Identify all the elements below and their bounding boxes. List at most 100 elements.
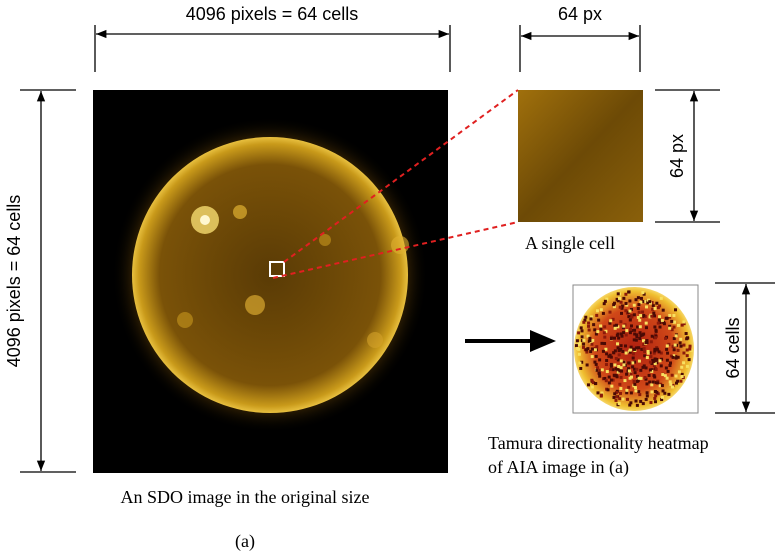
heatmap-speckle [625,302,628,305]
heatmap-speckle [629,328,632,331]
heatmap-speckle [595,345,598,348]
heatmap-speckle [621,398,624,401]
heatmap-speckle [619,392,622,395]
heatmap-speckle [609,319,612,322]
heatmap-speckle [628,299,631,302]
heatmap-speckle [631,365,634,368]
heatmap-speckle [609,368,612,371]
heatmap-speckle [674,308,677,311]
heatmap-speckle [636,380,639,383]
heatmap-speckle [646,356,649,359]
heatmap-speckle [679,345,682,348]
heatmap-speckle [648,300,651,303]
heatmap-speckle [595,355,598,358]
heatmap-speckle [618,383,621,386]
heatmap-speckle [618,353,621,356]
heatmap-speckle [602,350,605,353]
heatmap-speckle [608,311,611,314]
heatmap-speckle [617,337,620,340]
heatmap-speckle [627,361,630,364]
heatmap-speckle [619,320,622,323]
heatmap-speckle [640,297,643,300]
heatmap-speckle [600,394,603,397]
heatmap-speckle [645,398,648,401]
heatmap-speckle [635,335,638,338]
heatmap-speckle [647,352,650,355]
heatmap-speckle [605,363,608,366]
heatmap-speckle [688,348,691,351]
heatmap-speckle [595,314,598,317]
heatmap-speckle [644,376,647,379]
heatmap-speckle [681,375,684,378]
heatmap-speckle [578,353,581,356]
heatmap-speckle [645,366,648,369]
heatmap-speckle [625,389,628,392]
heatmap-speckle [672,314,675,317]
heatmap-speckle [686,365,689,368]
heatmap-speckle [633,380,636,383]
heatmap-speckle [673,321,676,324]
heatmap-speckle [645,322,648,325]
heatmap-speckle [603,336,606,339]
heatmap-speckle [610,365,613,368]
heatmap-speckle [576,339,579,342]
heatmap-speckle [602,312,605,315]
heatmap-speckle [652,381,655,384]
heatmap-speckle [661,373,664,376]
heatmap-speckle [679,380,682,383]
heatmap-speckle [645,382,648,385]
heatmap-speckle [610,379,613,382]
heatmap-speckle [679,338,682,341]
heatmap-speckle [614,399,617,402]
heatmap-speckle [622,325,625,328]
heatmap-speckle [582,346,585,349]
heatmap-speckle [622,331,625,334]
heatmap-speckle [682,344,685,347]
heatmap-speckle [613,337,616,340]
heatmap-speckle [625,329,628,332]
heatmap-speckle [677,349,680,352]
heatmap-speckle [620,366,623,369]
heatmap-speckle [678,370,681,373]
heatmap-speckle [630,346,633,349]
heatmap-speckle [622,363,625,366]
heatmap-speckle [618,297,621,300]
heatmap-speckle [654,307,657,310]
heatmap-speckle [615,395,618,398]
heatmap-speckle [609,354,612,357]
heatmap-speckle [620,359,623,362]
heatmap-speckle [638,360,641,363]
heatmap-speckle [620,301,623,304]
heatmap-speckle [603,331,606,334]
heatmap-speckle [590,379,593,382]
heatmap-speckle [628,369,631,372]
heatmap-speckle [607,388,610,391]
heatmap-speckle [635,368,638,371]
heatmap-speckle [645,326,648,329]
heatmap-speckle [665,348,668,351]
dimension-label: 4096 pixels = 64 cells [186,4,359,24]
heatmap-speckle [622,297,625,300]
heatmap-speckle [630,391,633,394]
heatmap-speckle [646,391,649,394]
heatmap-speckle [633,329,636,332]
heatmap-speckle [682,361,685,364]
heatmap-speckle [664,337,667,340]
heatmap-speckle [599,324,602,327]
heatmap-speckle [589,317,592,320]
heatmap-speckle [584,316,587,319]
heatmap-speckle [616,342,619,345]
heatmap-speckle [658,326,661,329]
heatmap-speckle [642,402,645,405]
heatmap-speckle [587,322,590,325]
heatmap-speckle [654,394,657,397]
heatmap-speckle [673,337,676,340]
heatmap-speckle [638,319,641,322]
heatmap-speckle [638,337,641,340]
heatmap-speckle [630,324,633,327]
heatmap-speckle [606,370,609,373]
heatmap-speckle [673,326,676,329]
heatmap-speckle [651,335,654,338]
heatmap-speckle [680,366,683,369]
heatmap-speckle [605,359,608,362]
